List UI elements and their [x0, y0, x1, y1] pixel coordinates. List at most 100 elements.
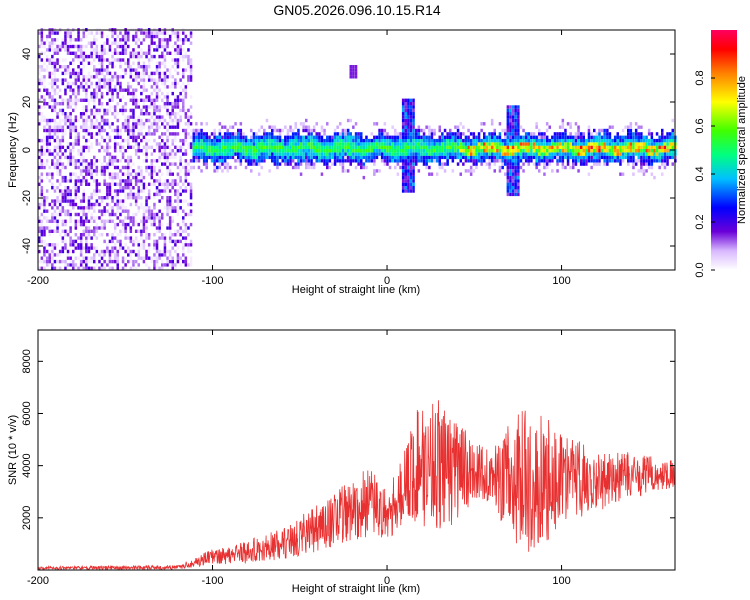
spectrogram-cell — [561, 159, 565, 163]
spectrogram-cell — [404, 179, 407, 183]
spectrogram-cell — [511, 112, 515, 116]
spectrogram-cell — [145, 186, 148, 190]
spectrogram-cell — [82, 206, 85, 210]
spectrogram-cell — [53, 65, 57, 69]
spectrogram-cell — [137, 246, 140, 250]
spectrogram-cell — [124, 266, 127, 270]
spectrogram-cell — [85, 175, 88, 180]
spectrogram-cell — [166, 249, 169, 254]
spectrogram-cell — [103, 165, 106, 170]
spectrogram-cell — [64, 243, 67, 247]
spectrogram-cell — [668, 145, 672, 149]
spectrogram-cell — [315, 135, 318, 139]
spectrogram-cell — [538, 169, 541, 173]
spectrogram-cell — [307, 125, 311, 129]
spectrogram-cell — [231, 125, 235, 129]
spectrogram-cell — [464, 135, 468, 139]
spectrogram-cell — [69, 219, 72, 223]
spectrogram-cell — [51, 202, 54, 207]
spectrogram-cell — [61, 199, 65, 203]
spectrogram-cell — [333, 162, 337, 166]
spectrogram-cell — [95, 71, 99, 76]
spectrogram-cell — [289, 159, 292, 163]
spectrogram-cell — [268, 138, 271, 143]
spectrogram-cell — [111, 78, 114, 82]
spectrogram-cell — [127, 138, 130, 143]
spectrogram-cell — [197, 138, 201, 143]
spectrogram-cell — [189, 192, 193, 197]
spectrogram-cell — [420, 159, 423, 163]
spectrogram-cell — [158, 253, 161, 257]
spectrogram-cell — [490, 145, 494, 149]
spectrogram-cell — [271, 152, 274, 156]
spectrogram-cell — [108, 186, 112, 190]
spectrogram-cell — [312, 145, 316, 149]
spectrogram-cell — [197, 142, 201, 146]
spectrogram-cell — [344, 138, 347, 143]
spectrogram-cell — [116, 88, 119, 92]
spectrogram-cell — [237, 128, 240, 133]
spectrogram-cell — [326, 155, 329, 160]
spectrogram-cell — [108, 91, 112, 96]
spectrogram-cell — [598, 162, 601, 166]
spectrogram-cell — [53, 138, 57, 143]
spectrogram-cell — [51, 186, 54, 190]
spectrogram-cell — [72, 243, 75, 247]
spectrogram-cell — [171, 91, 174, 96]
spectrogram-cell — [93, 38, 96, 42]
spectrogram-cell — [132, 222, 135, 227]
spectrogram-cell — [158, 125, 161, 129]
spectrogram-cell — [85, 249, 88, 254]
spectrogram-cell — [598, 135, 601, 139]
spectrogram-cell — [179, 186, 182, 190]
spectrogram-cell — [69, 41, 72, 45]
spectrogram-cell — [124, 236, 127, 240]
spectrogram-cell — [179, 175, 182, 180]
spectrogram-cell — [467, 145, 470, 149]
spectrogram-cell — [56, 68, 59, 72]
spectrogram-cell — [218, 122, 222, 126]
spectrogram-cell — [556, 138, 559, 143]
spectrogram-cell — [150, 132, 154, 136]
spectrogram-cell — [171, 263, 174, 267]
spectrogram-cell — [593, 138, 596, 143]
spectrogram-cell — [43, 199, 46, 203]
spectrogram-cell — [124, 226, 127, 230]
spectrogram-cell — [619, 135, 622, 139]
spectrogram-cell — [38, 108, 41, 113]
spectrogram-cell — [77, 219, 80, 223]
spectrogram-cell — [367, 149, 371, 153]
spectrogram-cell — [98, 125, 101, 129]
spectrogram-cell — [647, 132, 651, 136]
spectrogram-cell — [326, 162, 329, 166]
spectrogram-cell — [171, 44, 174, 49]
spectrogram-cell — [106, 149, 109, 153]
spectrogram-cell — [132, 216, 135, 220]
spectrogram-cell — [383, 149, 387, 153]
spectrogram-cell — [255, 145, 258, 149]
spectrogram-cell — [412, 105, 415, 109]
spectrogram-cell — [98, 249, 101, 254]
spectrogram-cell — [61, 78, 65, 82]
spectrogram-cell — [237, 135, 240, 139]
spectrogram-cell — [263, 132, 266, 136]
spectrogram-cell — [127, 31, 130, 35]
spectrogram-cell — [163, 105, 167, 109]
spectrogram-cell — [51, 175, 54, 180]
spectrogram-cell — [488, 138, 491, 143]
spectrogram-cell — [569, 142, 572, 146]
spectrogram-cell — [401, 145, 405, 149]
spectrogram-cell — [595, 155, 599, 160]
spectrogram-cell — [53, 98, 57, 102]
spectrogram-cell — [401, 165, 405, 170]
spectrogram-cell — [360, 138, 363, 143]
spectrogram-cell — [577, 155, 580, 160]
spectrogram-cell — [113, 48, 117, 52]
spectrogram-cell — [202, 149, 206, 153]
spectrogram-cell — [38, 226, 41, 230]
spectrogram-cell — [511, 142, 515, 146]
spectrogram-cell — [119, 149, 122, 153]
spectrogram-cell — [346, 159, 350, 163]
spectrogram-cell — [134, 199, 138, 203]
spectrogram-cell — [40, 118, 44, 123]
